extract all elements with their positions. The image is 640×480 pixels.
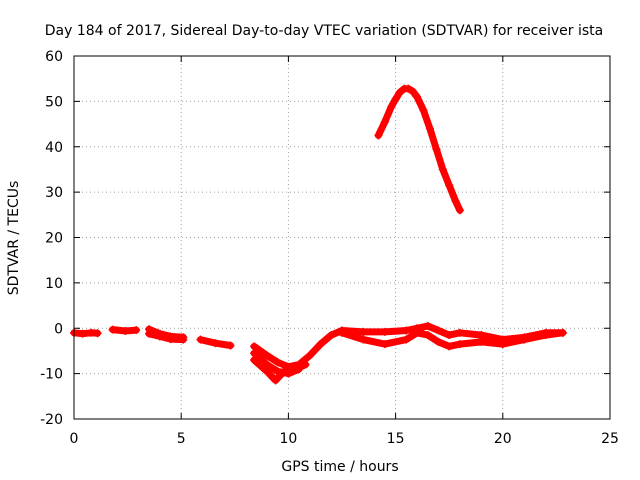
data-point xyxy=(338,328,346,337)
series-segment-6b xyxy=(338,328,567,351)
x-tick-label: 20 xyxy=(494,431,512,447)
x-tick-label: 5 xyxy=(177,431,186,447)
data-point xyxy=(155,332,164,341)
data-point xyxy=(498,340,507,349)
data-point xyxy=(166,335,175,344)
data-point xyxy=(145,329,154,338)
data-point xyxy=(423,331,432,340)
data-point xyxy=(445,331,454,340)
data-point xyxy=(305,351,314,360)
y-tick-label: 40 xyxy=(45,140,63,156)
data-point xyxy=(380,117,389,126)
data-point xyxy=(455,340,464,349)
x-axis-label: GPS time / hours xyxy=(281,459,398,475)
data-point xyxy=(445,342,454,351)
series-line xyxy=(145,330,187,344)
data-point xyxy=(196,335,205,344)
data-point xyxy=(558,328,567,337)
data-point xyxy=(327,331,336,340)
data-point xyxy=(78,329,87,338)
data-point xyxy=(445,181,454,190)
y-tick-label: 0 xyxy=(54,321,63,337)
chart-title: Day 184 of 2017, Sidereal Day-to-day VTE… xyxy=(45,23,603,39)
data-point xyxy=(93,329,102,338)
data-point xyxy=(402,326,411,335)
y-tick-label: 10 xyxy=(45,276,63,292)
data-point xyxy=(271,376,280,385)
data-point xyxy=(413,92,422,101)
y-axis-label: SDTVAR / TECUs xyxy=(6,181,22,296)
data-point xyxy=(402,335,411,344)
data-point xyxy=(455,206,464,215)
axes-layer: 0 5 10 15 20 25 -20 -10 0 10 20 30 40 50 60 xyxy=(40,49,619,447)
data-point xyxy=(359,335,368,344)
series-peak-curve xyxy=(374,84,464,215)
data-point xyxy=(451,197,460,206)
series-segment-2 xyxy=(108,325,141,335)
data-point xyxy=(211,339,220,348)
data-point xyxy=(455,328,464,337)
x-tick-label: 15 xyxy=(387,431,405,447)
data-point xyxy=(132,326,141,335)
series-segment-1 xyxy=(70,328,102,338)
data-point xyxy=(438,165,447,174)
data-point xyxy=(273,358,282,367)
data-point xyxy=(408,87,417,96)
data-point xyxy=(387,102,396,111)
data-point xyxy=(541,331,550,340)
data-point xyxy=(434,326,443,335)
x-tick-label: 25 xyxy=(601,431,619,447)
series-line xyxy=(338,329,567,350)
y-tick-label: 60 xyxy=(45,49,63,65)
data-point xyxy=(477,331,486,340)
x-tick-label: 10 xyxy=(279,431,297,447)
data-point xyxy=(262,360,271,369)
series-segment-3b xyxy=(145,329,188,344)
data-point xyxy=(226,341,235,350)
y-tick-label: 50 xyxy=(45,94,63,110)
data-point xyxy=(423,321,432,330)
y-tick-label: 20 xyxy=(45,231,63,247)
series-segment-5c xyxy=(250,349,304,378)
series-layer xyxy=(70,84,567,385)
data-point xyxy=(295,365,304,374)
y-tick-label: 30 xyxy=(45,185,63,201)
data-point xyxy=(108,325,117,334)
data-point xyxy=(374,131,383,140)
data-point xyxy=(121,326,130,335)
data-point xyxy=(434,337,443,346)
data-point xyxy=(179,335,188,344)
data-point xyxy=(359,327,368,336)
y-tick-label: -10 xyxy=(40,367,63,383)
y-tick-label: -20 xyxy=(40,412,63,428)
data-point xyxy=(391,95,400,104)
data-point xyxy=(395,88,404,97)
data-point xyxy=(301,360,310,369)
data-point xyxy=(250,349,259,358)
data-point xyxy=(273,367,282,376)
data-point xyxy=(250,342,259,351)
data-point xyxy=(419,106,428,115)
data-point xyxy=(262,351,271,360)
data-point xyxy=(380,327,389,336)
data-point xyxy=(425,124,434,133)
x-tick-label: 0 xyxy=(70,431,79,447)
series-line xyxy=(374,85,464,214)
data-point xyxy=(432,145,441,154)
series-segment-4 xyxy=(196,335,235,350)
data-point xyxy=(520,335,529,344)
data-point xyxy=(404,84,413,93)
data-point xyxy=(380,340,389,349)
data-point xyxy=(284,369,293,378)
data-point xyxy=(477,337,486,346)
data-point xyxy=(413,328,422,337)
data-point xyxy=(316,340,325,349)
